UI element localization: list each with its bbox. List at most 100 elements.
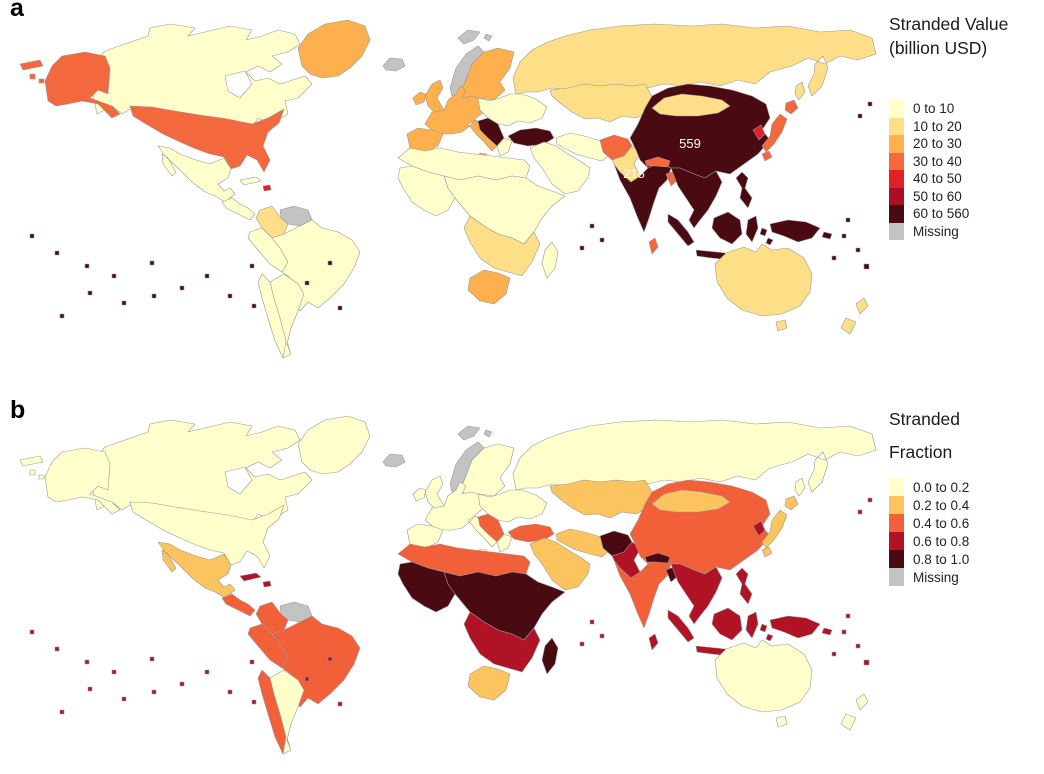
- legend-item: 60 to 560: [889, 205, 1044, 223]
- annotation-china-value: 559: [679, 136, 701, 151]
- region-greenland: [297, 415, 371, 475]
- legend-swatch: [889, 514, 904, 532]
- region-japan: [761, 99, 799, 162]
- region-cuba: [239, 572, 262, 582]
- panel-a-label: a: [10, 0, 24, 22]
- region-russia: [512, 419, 877, 497]
- region-usa: [129, 105, 285, 173]
- legend-swatch: [889, 496, 904, 514]
- legend-items: 0.0 to 0.2 0.2 to 0.4 0.4 to 0.6 0.6 to 0.8…: [889, 478, 1044, 586]
- legend-title-stranded-value: Stranded Value (billion USD): [889, 12, 1044, 60]
- region-middle-east: [529, 141, 591, 195]
- region-caribbean: [262, 184, 272, 192]
- region-svalbard: [457, 29, 493, 45]
- annotation-india-value: 218: [623, 166, 645, 181]
- region-png: [769, 219, 833, 243]
- region-madagascar: [541, 637, 559, 675]
- legend-items: 0 to 10 10 to 20 20 to 30 30 to 40 40 to 50 5…: [889, 100, 1044, 240]
- legend-item-label: 60 to 560: [913, 206, 970, 222]
- legend-swatch: [889, 550, 904, 568]
- region-west-africa: [397, 561, 456, 613]
- legend-item: 0.4 to 0.6: [889, 514, 1044, 532]
- legend-item-label: 0 to 10: [913, 101, 955, 117]
- region-southern-africa: [463, 215, 541, 277]
- legend-swatch: [889, 222, 904, 240]
- region-korea-south: [752, 124, 766, 141]
- legend-item-label: 40 to 50: [913, 171, 962, 187]
- legend-item: 0.6 to 0.8: [889, 532, 1044, 550]
- legend-item-label: 20 to 30: [913, 136, 962, 152]
- legend-title-line: (billion USD): [889, 38, 988, 58]
- region-central-america: [221, 593, 256, 617]
- region-island-states: [29, 497, 873, 715]
- region-middle-east: [529, 537, 591, 591]
- legend-item: Missing: [889, 568, 1044, 586]
- region-greenland: [297, 19, 371, 79]
- panel-b-label: b: [10, 396, 26, 424]
- legend-item: 0.0 to 0.2: [889, 478, 1044, 496]
- region-argentina: [269, 273, 305, 359]
- legend-swatch: [889, 568, 904, 586]
- region-brazil: [271, 219, 361, 312]
- region-alaska: [19, 51, 121, 119]
- legend-item-label: Missing: [913, 223, 959, 239]
- legend-item: 10 to 20: [889, 117, 1044, 135]
- region-png: [769, 615, 833, 639]
- legend-item-label: 0.4 to 0.6: [913, 515, 970, 531]
- legend-item-label: 0.2 to 0.4: [913, 497, 970, 513]
- legend-item-label: 0.8 to 1.0: [913, 551, 970, 567]
- legend-item: 50 to 60: [889, 187, 1044, 205]
- legend-title-line: Stranded Value: [889, 14, 1009, 34]
- legend-item: 20 to 30: [889, 135, 1044, 153]
- region-pakistan: [611, 541, 642, 579]
- legend-swatch: [889, 152, 904, 170]
- region-caribbean: [262, 580, 272, 588]
- region-western-europe: [406, 85, 498, 160]
- legend-swatch: [889, 100, 904, 118]
- legend-swatch: [889, 205, 904, 223]
- region-island-states: [29, 101, 873, 319]
- legend-item-label: 0.0 to 0.2: [913, 479, 970, 495]
- region-korea-south: [752, 520, 766, 537]
- region-nepal: [644, 156, 671, 168]
- legend-item-label: 10 to 20: [913, 118, 962, 134]
- legend-swatch: [889, 170, 904, 188]
- legend-item: Missing: [889, 222, 1044, 240]
- legend-swatch: [889, 532, 904, 550]
- region-mexico: [157, 541, 236, 599]
- legend-item: 40 to 50: [889, 170, 1044, 188]
- region-svalbard: [457, 425, 493, 441]
- region-iran: [555, 132, 611, 162]
- region-alaska: [19, 447, 121, 515]
- region-philippines: [735, 567, 753, 605]
- region-iran: [555, 528, 611, 558]
- legend-stranded-value: Stranded Value (billion USD) 0 to 10 10 to…: [889, 12, 1044, 240]
- legend-item-label: 50 to 60: [913, 188, 962, 204]
- legend-swatch: [889, 187, 904, 205]
- region-balkans: [477, 117, 505, 147]
- legend-item: 0.2 to 0.4: [889, 496, 1044, 514]
- legend-item: 30 to 40: [889, 152, 1044, 170]
- region-south-africa: [467, 269, 511, 305]
- legend-swatch: [889, 117, 904, 135]
- legend-item-label: Missing: [913, 569, 959, 585]
- region-argentina: [269, 669, 305, 755]
- region-sri-lanka: [648, 237, 659, 255]
- region-west-africa: [397, 165, 456, 217]
- legend-item: 0 to 10: [889, 100, 1044, 118]
- region-pakistan: [611, 145, 642, 183]
- region-southern-africa: [463, 611, 541, 673]
- region-se-asia: [670, 167, 723, 229]
- region-australia: [714, 243, 813, 332]
- region-central-asia: [549, 83, 656, 123]
- region-central-america: [221, 197, 256, 221]
- region-south-africa: [467, 665, 511, 701]
- region-new-zealand: [840, 297, 869, 335]
- region-iceland: [382, 57, 406, 72]
- region-se-asia: [670, 563, 723, 625]
- region-mongolia: [651, 93, 731, 117]
- region-mexico: [157, 145, 236, 203]
- region-central-east-africa: [443, 175, 566, 245]
- region-uk-ireland: [412, 475, 445, 509]
- region-usa: [129, 501, 285, 569]
